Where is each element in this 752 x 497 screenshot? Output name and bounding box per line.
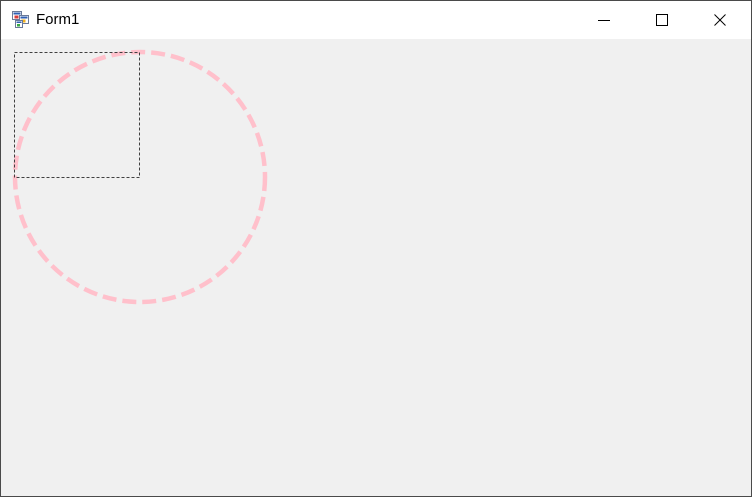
maximize-button[interactable] xyxy=(639,1,685,39)
minimize-icon xyxy=(598,20,610,21)
dashed-rectangle xyxy=(14,52,140,178)
drawing-canvas xyxy=(12,49,268,305)
close-icon xyxy=(714,14,726,26)
window-title: Form1 xyxy=(36,11,80,28)
form-client-area xyxy=(1,39,751,496)
winforms-app-icon xyxy=(12,11,29,28)
maximize-icon xyxy=(656,14,668,26)
title-bar[interactable]: Form1 xyxy=(1,1,751,39)
close-button[interactable] xyxy=(697,1,743,39)
minimize-button[interactable] xyxy=(581,1,627,39)
